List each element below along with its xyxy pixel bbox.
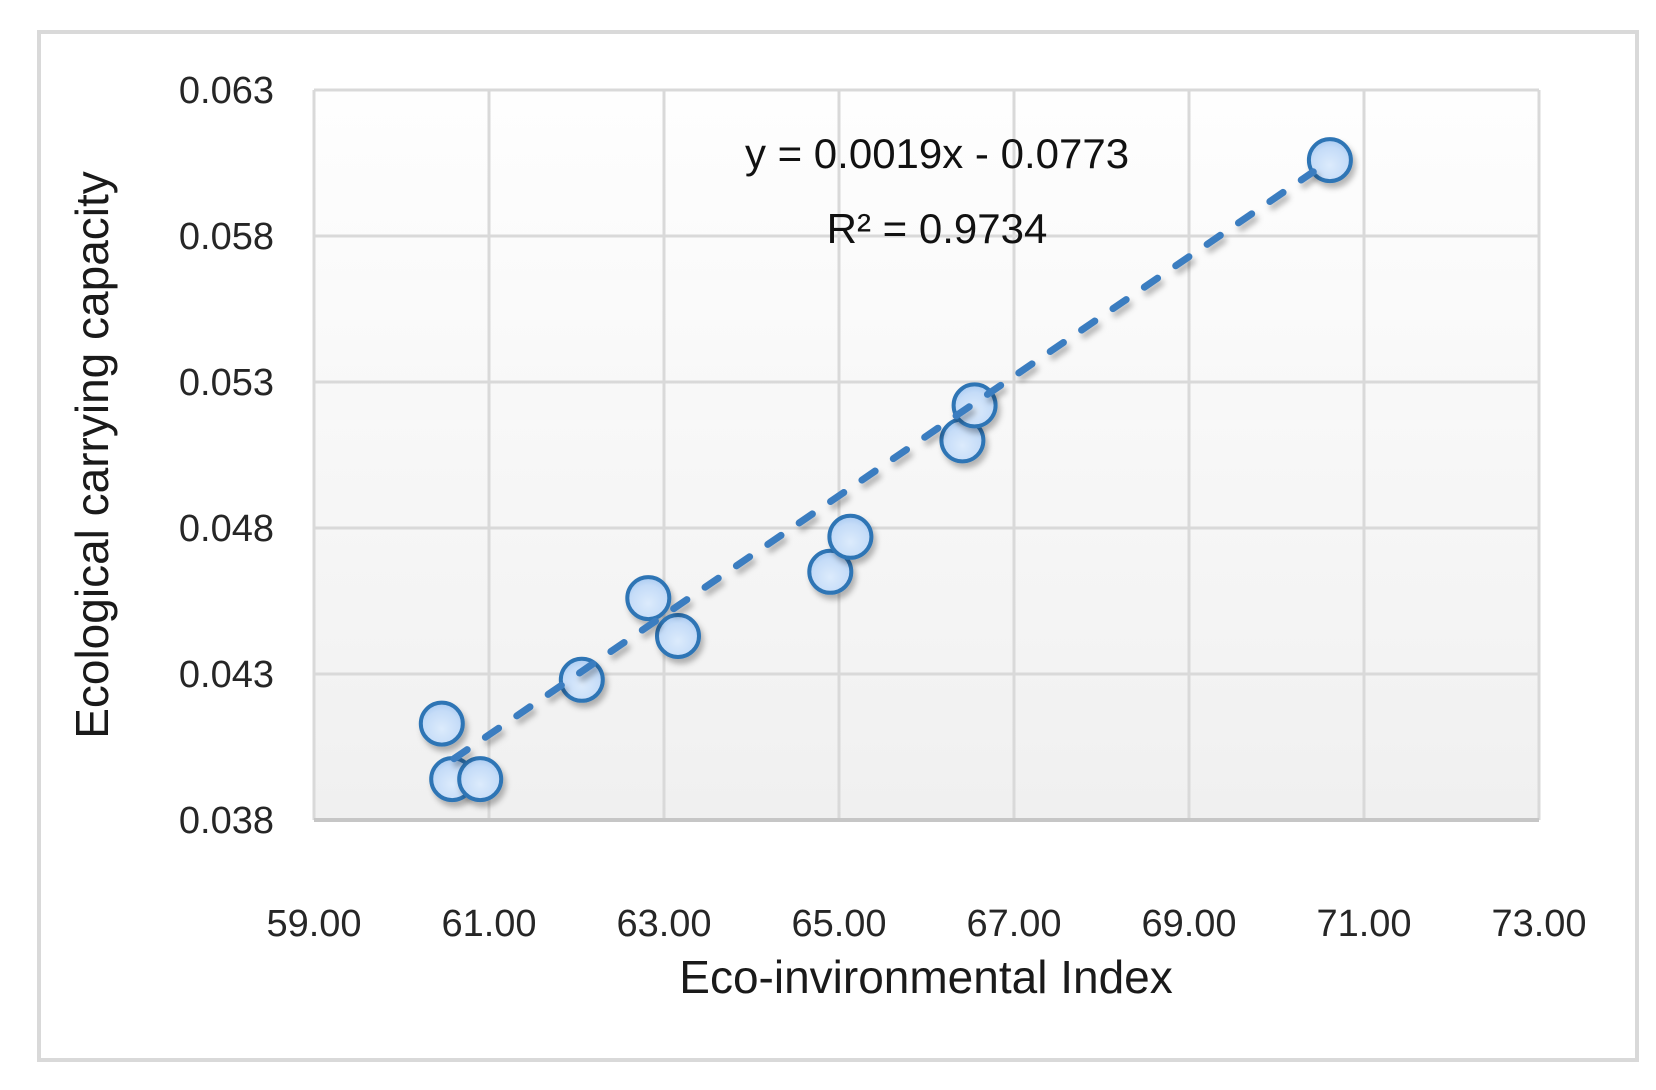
y-tick: 0.043 <box>179 654 274 696</box>
data-points <box>418 137 1353 803</box>
x-axis-tick-labels: 59.00 61.00 63.00 65.00 67.00 69.00 71.0… <box>266 903 1586 945</box>
x-axis-title: Eco-invironmental Index <box>679 951 1172 1003</box>
y-axis-tick-labels: 0.038 0.043 0.048 0.053 0.058 0.063 <box>179 70 274 842</box>
x-tick: 69.00 <box>1141 903 1236 945</box>
data-point <box>1306 137 1353 184</box>
x-tick: 61.00 <box>441 903 536 945</box>
data-point <box>558 656 605 703</box>
r-squared-label: R² = 0.9734 <box>827 205 1048 252</box>
trendline-annotation: y = 0.0019x - 0.0773 R² = 0.9734 <box>745 130 1129 252</box>
gridlines <box>312 88 1541 822</box>
data-point <box>457 756 504 803</box>
x-tick: 71.00 <box>1316 903 1411 945</box>
trendline-equation: y = 0.0019x - 0.0773 <box>745 130 1129 177</box>
x-tick: 67.00 <box>966 903 1061 945</box>
data-point <box>625 575 672 622</box>
data-point <box>827 513 874 560</box>
data-point <box>807 548 854 595</box>
y-axis-title: Ecological carrying capacity <box>66 171 118 739</box>
y-tick: 0.053 <box>179 362 274 404</box>
y-tick: 0.063 <box>179 70 274 112</box>
y-tick: 0.048 <box>179 508 274 550</box>
plot-area <box>314 90 1539 820</box>
x-tick: 65.00 <box>791 903 886 945</box>
x-tick: 73.00 <box>1491 903 1586 945</box>
x-tick: 63.00 <box>616 903 711 945</box>
data-point <box>418 700 465 747</box>
y-tick: 0.038 <box>179 800 274 842</box>
data-point <box>655 613 701 659</box>
x-tick: 59.00 <box>266 903 361 945</box>
y-tick: 0.058 <box>179 216 274 258</box>
